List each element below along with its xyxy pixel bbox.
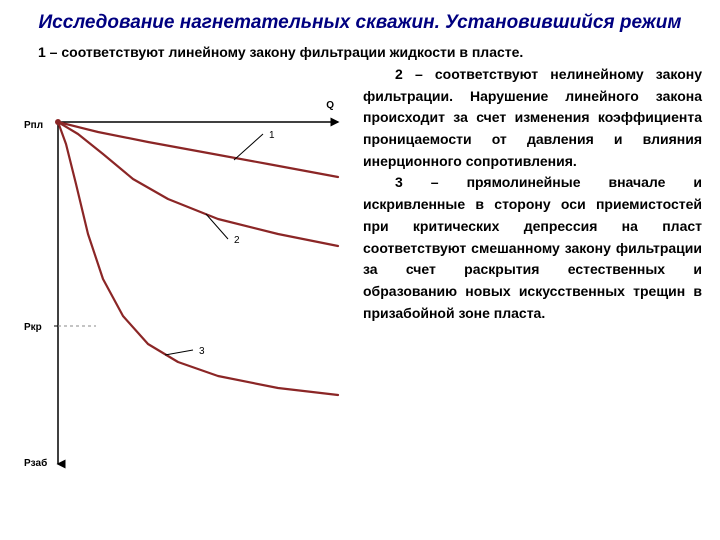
y-label-rkr: Ркр <box>24 322 42 333</box>
intro-line: 1 – соответствуют линейному закону фильт… <box>18 44 702 60</box>
curve-1 <box>58 122 338 177</box>
chart: 1 2 3 Q Рпл Ркр Рзаб <box>18 64 353 494</box>
curve-label-3: 3 <box>199 346 205 357</box>
chart-column: 1 2 3 Q Рпл Ркр Рзаб <box>18 64 353 494</box>
paragraph-3: 3 – прямолинейные вначале и искривленные… <box>363 172 702 324</box>
curve-label-1: 1 <box>269 130 275 141</box>
curve-2 <box>58 122 338 246</box>
page-title: Исследование нагнетательных скважин. Уст… <box>18 12 702 34</box>
y-label-rpl: Рпл <box>24 120 43 131</box>
curve-3 <box>58 122 338 395</box>
paragraph-2: 2 – соответствуют нелинейному закону фил… <box>363 64 702 172</box>
curve-label-2: 2 <box>234 235 240 246</box>
text-column: 2 – соответствуют нелинейному закону фил… <box>363 64 702 494</box>
y-label-rzab: Рзаб <box>24 457 47 469</box>
x-axis-label: Q <box>326 100 334 111</box>
content-row: 1 2 3 Q Рпл Ркр Рзаб 2 – соответствуют нелиней… <box>18 64 702 494</box>
